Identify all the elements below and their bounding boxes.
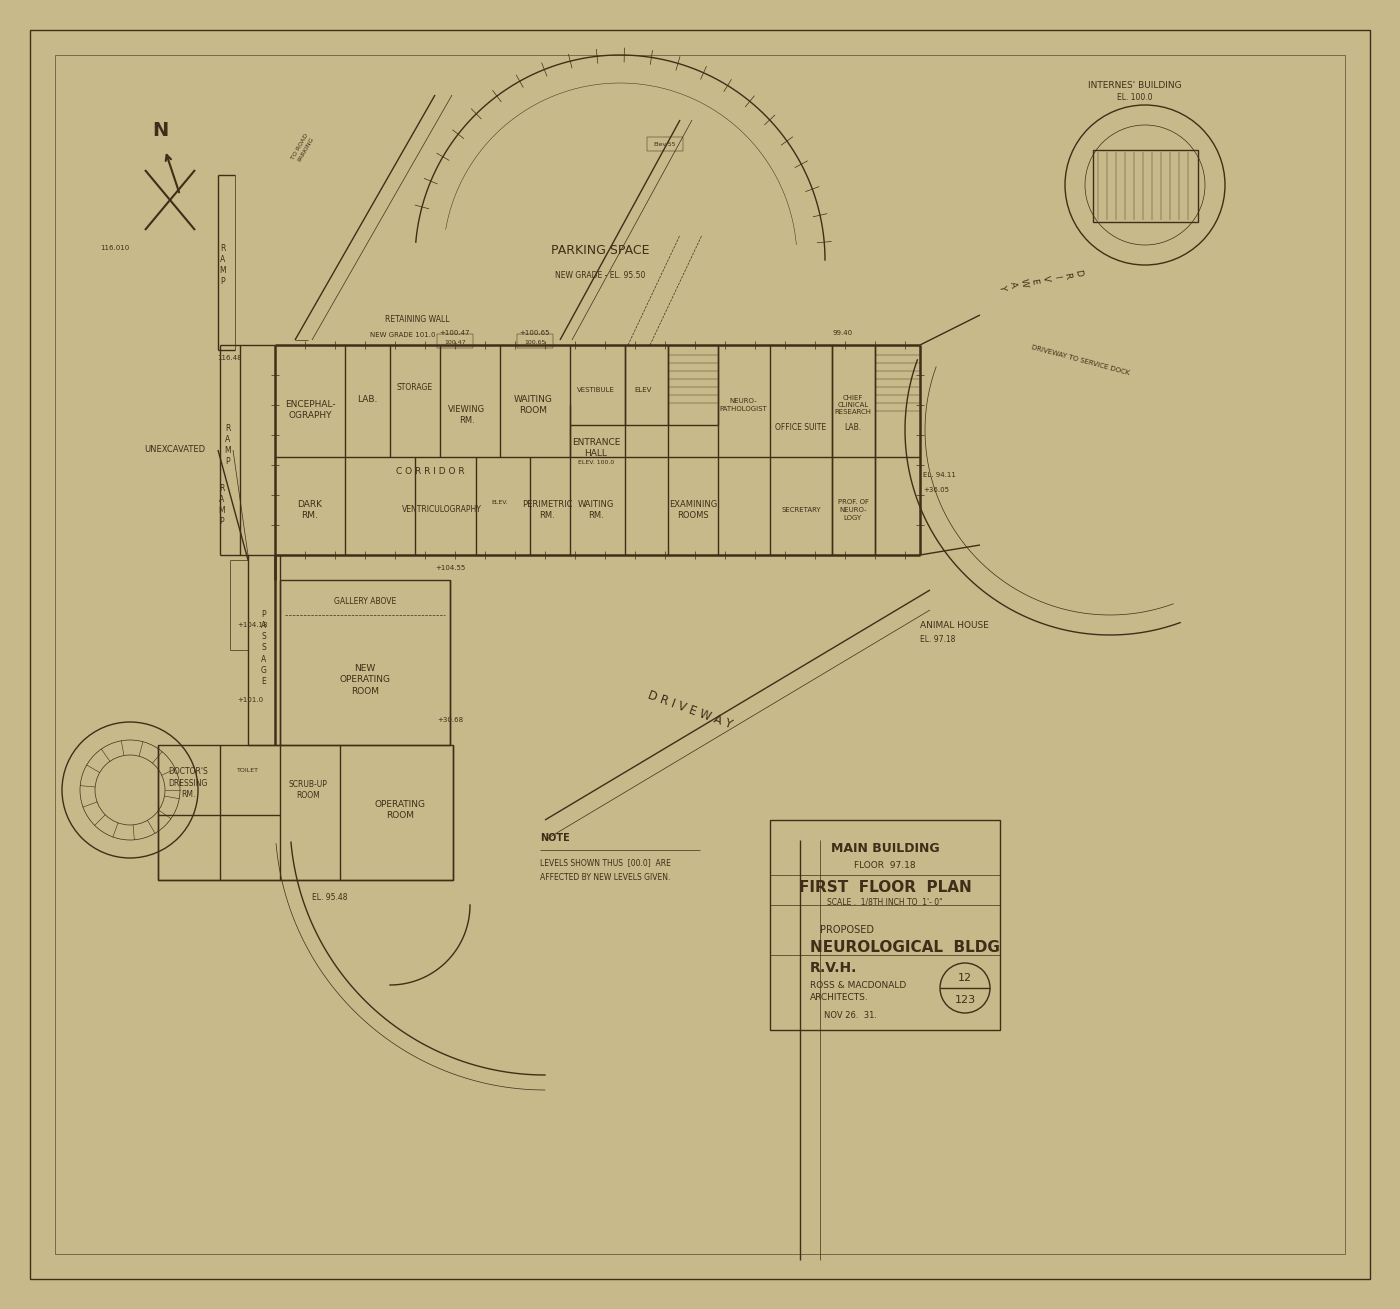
Text: D
R
I
V
E
W
A
Y: D R I V E W A Y [997,268,1084,292]
Text: NEW
OPERATING
ROOM: NEW OPERATING ROOM [339,665,391,695]
Text: DOCTOR'S
DRESSING
RM.: DOCTOR'S DRESSING RM. [168,767,207,798]
Text: TOILET: TOILET [237,767,259,772]
Bar [647,137,683,151]
Bar [437,334,473,348]
Text: D R I V E W A Y: D R I V E W A Y [645,689,734,732]
Text: R
A
M
P: R A M P [220,243,227,287]
Text: ANIMAL HOUSE: ANIMAL HOUSE [920,620,988,630]
Text: 100.65: 100.65 [525,339,546,344]
Text: OPERATING
ROOM: OPERATING ROOM [375,800,426,819]
Text: 100.47: 100.47 [444,339,466,344]
Text: RETAINING WALL: RETAINING WALL [385,315,449,325]
Text: ELEV.: ELEV. [491,500,508,505]
Text: +101.0: +101.0 [237,696,263,703]
Text: R.V.H.: R.V.H. [811,961,857,975]
Text: SCALE .  1/8TH INCH TO  1'- 0": SCALE . 1/8TH INCH TO 1'- 0" [827,898,942,907]
Text: TO ROAD
PARKING: TO ROAD PARKING [291,132,315,164]
Text: EL. 94.11: EL. 94.11 [923,473,956,478]
Text: EL. 97.18: EL. 97.18 [920,635,955,644]
Text: VIEWING
RM.: VIEWING RM. [448,404,486,425]
Text: +30.68: +30.68 [437,717,463,723]
Text: WAITING
ROOM: WAITING ROOM [514,395,553,415]
Text: 123: 123 [955,995,976,1005]
Text: INTERNES' BUILDING: INTERNES' BUILDING [1088,80,1182,89]
Text: 12: 12 [958,973,972,983]
Text: DARK
RM.: DARK RM. [297,500,322,520]
Text: SECRETARY: SECRETARY [781,507,820,513]
Text: MAIN BUILDING: MAIN BUILDING [830,842,939,855]
Text: FIRST  FLOOR  PLAN: FIRST FLOOR PLAN [798,881,972,895]
Text: ENTRANCE
HALL: ENTRANCE HALL [571,439,620,458]
Text: LAB.: LAB. [844,423,861,432]
Bar [1093,151,1198,223]
Bar [517,334,553,348]
Text: EXAMINING
ROOMS: EXAMINING ROOMS [669,500,717,520]
Text: DRIVEWAY TO SERVICE DOCK: DRIVEWAY TO SERVICE DOCK [1030,344,1130,376]
Text: AFFECTED BY NEW LEVELS GIVEN.: AFFECTED BY NEW LEVELS GIVEN. [540,873,671,881]
Text: CHIEF
CLINICAL
RESEARCH: CHIEF CLINICAL RESEARCH [834,394,871,415]
Text: NOV 26.  31.: NOV 26. 31. [823,1011,876,1020]
Text: PARKING SPACE: PARKING SPACE [550,243,650,257]
Text: +100.65: +100.65 [519,330,550,336]
Bar [158,745,454,880]
Text: STORAGE: STORAGE [398,382,433,391]
Text: VENTRICULOGRAPHY: VENTRICULOGRAPHY [402,505,482,514]
Text: N: N [151,120,168,140]
Text: VESTIBULE: VESTIBULE [577,387,615,393]
Text: LEVELS SHOWN THUS  [00.0]  ARE: LEVELS SHOWN THUS [00.0] ARE [540,859,671,868]
Text: +104.18: +104.18 [237,622,267,628]
Text: P
A
S
S
A
G
E: P A S S A G E [260,610,267,686]
Text: ELEV. 100.0: ELEV. 100.0 [578,461,615,466]
Text: LAB.: LAB. [357,395,377,404]
Text: PROPOSED: PROPOSED [820,925,874,935]
Text: NEUROLOGICAL  BLDG: NEUROLOGICAL BLDG [811,940,1000,956]
Text: +100.47: +100.47 [440,330,470,336]
Text: R
A
M
P: R A M P [218,484,225,526]
Text: SCRUB-UP
ROOM: SCRUB-UP ROOM [288,780,328,800]
Text: ARCHITECTS.: ARCHITECTS. [811,994,869,1003]
Text: PROF. OF
NEURO-
LOGY: PROF. OF NEURO- LOGY [837,500,868,521]
Text: NEW GRADE 101.0: NEW GRADE 101.0 [370,332,435,338]
Text: UNEXCAVATED: UNEXCAVATED [144,445,206,454]
Text: NEW GRADE - EL. 95.50: NEW GRADE - EL. 95.50 [554,271,645,280]
Text: PERIMETRIC
RM.: PERIMETRIC RM. [522,500,573,520]
Text: +104.55: +104.55 [435,565,465,571]
Text: WAITING
RM.: WAITING RM. [578,500,615,520]
Text: R
A
M
P: R A M P [224,424,231,466]
Text: GALLERY ABOVE: GALLERY ABOVE [333,597,396,606]
Text: NOTE: NOTE [540,833,570,843]
Bar [770,819,1000,1030]
Text: +36.05: +36.05 [923,487,949,493]
Text: Elev.55: Elev.55 [654,143,676,148]
Text: 99.40: 99.40 [833,330,853,336]
Text: EL. 95.48: EL. 95.48 [312,894,347,902]
Text: 116.48: 116.48 [217,355,242,361]
Bar [280,580,449,745]
Text: OFFICE SUITE: OFFICE SUITE [776,423,826,432]
Text: EL. 100.0: EL. 100.0 [1117,93,1152,102]
Text: ENCEPHAL-
OGRAPHY: ENCEPHAL- OGRAPHY [284,401,336,420]
Text: ELEV: ELEV [634,387,651,393]
Text: FLOOR  97.18: FLOOR 97.18 [854,860,916,869]
Text: ROSS & MACDONALD: ROSS & MACDONALD [811,980,906,990]
Text: C O R R I D O R: C O R R I D O R [396,466,465,475]
Text: NEURO-
PATHOLOGIST: NEURO- PATHOLOGIST [720,398,767,412]
Text: 116.010: 116.010 [99,245,129,251]
